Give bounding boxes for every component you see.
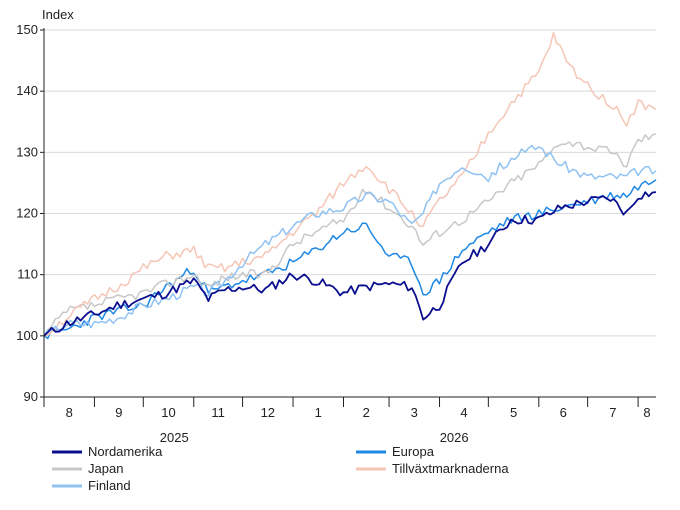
legend-item-finland: Finland	[52, 478, 131, 493]
legend-item-europa: Europa	[356, 444, 435, 459]
series-line-finland	[43, 144, 657, 337]
legend-label: Tillväxtmarknaderna	[392, 461, 509, 476]
series-line-nordamerika	[43, 191, 657, 337]
legend-item-japan: Japan	[52, 461, 123, 476]
legend-label: Finland	[88, 478, 131, 493]
axes	[43, 28, 656, 398]
y-axis-label: Index	[42, 7, 74, 22]
x-year-label-2026: 2026	[440, 430, 469, 445]
x-tick-label-month: 8	[66, 405, 73, 420]
y-tick-label-110: 110	[17, 267, 38, 282]
x-tick-label-month: 2	[363, 405, 370, 420]
legend-item-tillväxtmarknaderna: Tillväxtmarknaderna	[356, 461, 509, 476]
y-tick-label-130: 130	[16, 144, 38, 159]
x-tick-label-month: 11	[211, 405, 225, 420]
legend-item-nordamerika: Nordamerika	[52, 444, 163, 459]
x-tick-label-month: 5	[510, 405, 517, 420]
x-year-label-2025: 2025	[160, 430, 189, 445]
series-line-europa	[43, 179, 657, 340]
gridlines	[44, 29, 656, 398]
series-line-tillväxtmarknaderna	[43, 31, 657, 337]
y-tick-label-140: 140	[16, 83, 38, 98]
legend-label: Japan	[88, 461, 123, 476]
legend: Nordamerika Europa Japan Tillväxtmarknadern…	[52, 444, 509, 493]
y-tick-label-90: 90	[24, 389, 38, 404]
x-tick-label-month: 6	[560, 405, 567, 420]
legend-label: Europa	[392, 444, 435, 459]
y-tick-label-100: 100	[16, 328, 38, 343]
x-tick-label-month: 7	[609, 405, 616, 420]
legend-label: Nordamerika	[88, 444, 163, 459]
x-tick-label-month: 1	[315, 405, 322, 420]
x-tick-label-month: 4	[460, 405, 467, 420]
x-tick-label-month: 8	[643, 405, 650, 420]
y-axis-ticks: 90 100 110 120 130 140 150	[16, 22, 44, 404]
series-line-japan	[43, 133, 657, 337]
x-tick-label-month: 10	[161, 405, 175, 420]
x-tick-label-month: 3	[411, 405, 418, 420]
y-tick-label-120: 120	[16, 206, 38, 221]
x-tick-label-month: 12	[261, 405, 275, 420]
series-lines	[43, 31, 657, 340]
y-tick-label-150: 150	[16, 22, 38, 37]
x-tick-label-month: 9	[115, 405, 122, 420]
